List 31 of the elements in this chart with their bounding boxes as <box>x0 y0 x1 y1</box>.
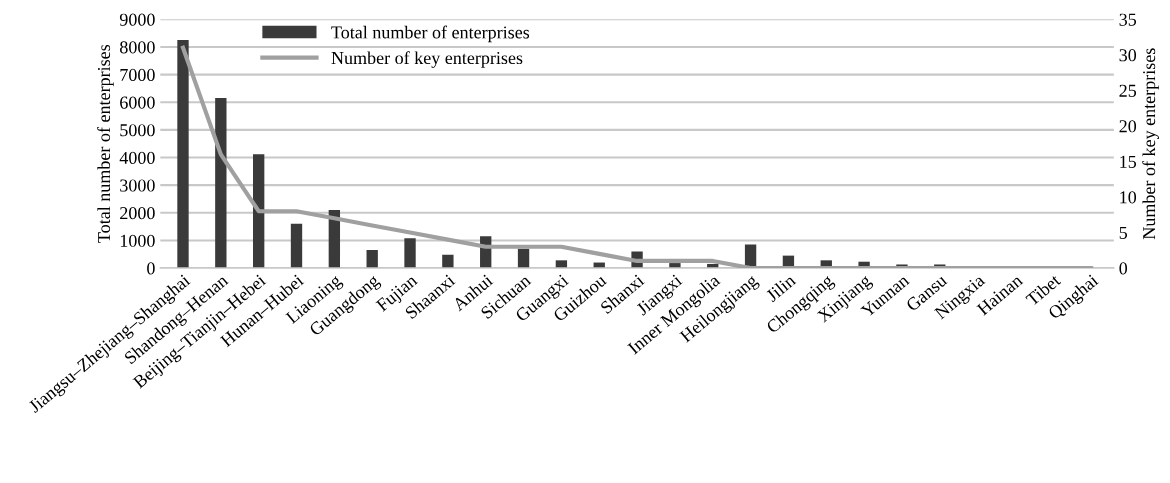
y2-tick-label: 5 <box>1119 226 1128 239</box>
bar <box>177 40 189 269</box>
y2-tick-label: 35 <box>1119 13 1137 26</box>
y-tick-label: 4000 <box>119 151 155 164</box>
y-tick-label: 3000 <box>120 179 155 192</box>
y-tick-label: 8000 <box>120 41 155 54</box>
y-tick-label: 9000 <box>119 13 155 26</box>
line-series <box>180 45 1094 269</box>
bar <box>290 223 303 269</box>
y-tick-label: 5000 <box>120 124 155 137</box>
bar <box>404 238 416 269</box>
y-tick-label: 6000 <box>120 96 155 109</box>
bar <box>366 250 378 269</box>
bar <box>517 248 530 269</box>
y2-tick-label: 10 <box>1120 191 1137 204</box>
bar <box>442 254 454 269</box>
y2-tick-label: 15 <box>1120 155 1137 168</box>
legend-label: Number of key enterprises <box>331 51 523 68</box>
y-tick-label: 0 <box>147 262 155 275</box>
y-tick-label: 1000 <box>120 234 155 247</box>
y2-axis-title: Number of key enterprises <box>1142 48 1159 240</box>
bar <box>253 154 265 269</box>
bar <box>215 98 227 269</box>
y-axis-title: Total number of enterprises <box>97 44 114 243</box>
y-tick-label: 7000 <box>120 68 155 82</box>
y2-tick-label: 25 <box>1119 84 1137 97</box>
y-tick-label: 2000 <box>120 207 155 220</box>
y2-tick-label: 30 <box>1119 49 1137 62</box>
y2-tick-label: 0 <box>1119 262 1128 275</box>
legend-label: Total number of enterprises <box>331 25 530 43</box>
y2-tick-label: 20 <box>1119 120 1137 133</box>
